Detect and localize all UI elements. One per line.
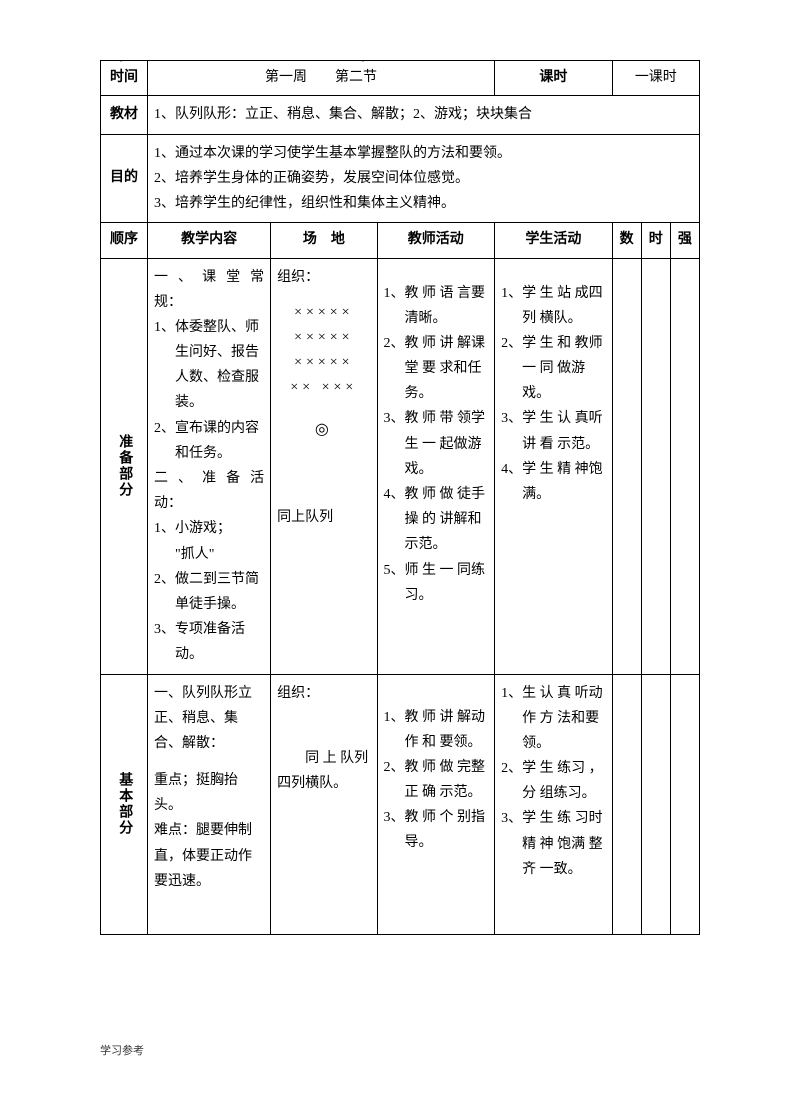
prep-field-t2: 同上队列 [277, 505, 370, 530]
basic-field-t1: 组织： [277, 681, 370, 706]
purpose-label: 目的 [101, 134, 148, 223]
basic-count [612, 674, 641, 934]
prep-field: 组织： ××××× ××××× ××××× ×× ××× ◎ 同上队列 [271, 258, 377, 674]
basic-c2: 重点；挺胸抬头。 [154, 768, 264, 818]
keshi-value: 一课时 [612, 61, 699, 96]
header-count: 数 [612, 223, 641, 258]
row-time: 时间 第一周 第二节 课时 一课时 [101, 61, 700, 96]
basic-field: 组织： 同 上 队列四列横队。 [271, 674, 377, 934]
prep-c5: 1、小游戏； [154, 516, 264, 541]
basic-s2: 2、学 生 练习 ，分 组练习。 [501, 756, 606, 806]
prep-student: 1、学 生 站 成四 列 横队。 2、学 生 和 教师 一 同 做游戏。 3、学… [495, 258, 613, 674]
prep-field-x2: ××××× [277, 325, 370, 350]
prep-c1: 一 、 课 堂 常规： [154, 265, 264, 315]
time-value: 第一周 第二节 [148, 61, 495, 96]
basic-c3: 难点：腿要伸制直，体要正动作要迅速。 [154, 818, 264, 894]
header-dots: .. [120, 55, 690, 64]
prep-count [612, 258, 641, 674]
prep-s4: 4、学 生 精 神饱满。 [501, 457, 606, 507]
purpose-line2: 2、培养学生身体的正确姿势，发展空间体位感觉。 [154, 166, 693, 191]
prep-c3: 2、宣布课的内容和任务。 [154, 416, 264, 466]
basic-c1: 一、队列队形立正、稍息、集合、解散： [154, 681, 264, 757]
time-label: 时间 [101, 61, 148, 96]
purpose-line3: 3、培养学生的纪律性，组织性和集体主义精神。 [154, 191, 693, 216]
purpose-value: 1、通过本次课的学习使学生基本掌握整队的方法和要领。 2、培养学生身体的正确姿势… [148, 134, 700, 223]
row-purpose: 目的 1、通过本次课的学习使学生基本掌握整队的方法和要领。 2、培养学生身体的正… [101, 134, 700, 223]
prep-field-t1: 组织： [277, 265, 370, 290]
prep-teacher: 1、教 师 语 言要清晰。 2、教 师 讲 解课 堂 要 求和任务。 3、教 师… [377, 258, 495, 674]
prep-content: 一 、 课 堂 常规： 1、体委整队、师生问好、报告人数、检查服装。 2、宣布课… [148, 258, 271, 674]
prep-c7: 2、做二到三节简单徒手操。 [154, 567, 264, 617]
lesson-plan-table: 时间 第一周 第二节 课时 一课时 教材 1、队列队形：立正、稍息、集合、解散；… [100, 60, 700, 935]
header-field: 场 地 [271, 223, 377, 258]
header-content: 教学内容 [148, 223, 271, 258]
prep-t1: 1、教 师 语 言要清晰。 [384, 281, 489, 331]
prep-t2: 2、教 师 讲 解课 堂 要 求和任务。 [384, 331, 489, 407]
basic-s1: 1、生 认 真 听动 作 方 法和要领。 [501, 681, 606, 757]
prep-field-x3: ××××× [277, 350, 370, 375]
prep-field-x4: ×× ××× [277, 375, 370, 400]
header-student: 学生活动 [495, 223, 613, 258]
row-headers: 顺序 教学内容 场 地 教师活动 学生活动 数 时 强 [101, 223, 700, 258]
basic-t2: 2、教 师 做 完整 正 确 示范。 [384, 755, 489, 805]
prep-label: 准备部分 [101, 258, 148, 674]
prep-t5: 5、师 生 一 同练习。 [384, 558, 489, 608]
prep-c4: 二 、 准 备 活动： [154, 466, 264, 516]
prep-time [641, 258, 670, 674]
prep-s2: 2、学 生 和 教师 一 同 做游戏。 [501, 331, 606, 407]
row-prep: 准备部分 一 、 课 堂 常规： 1、体委整队、师生问好、报告人数、检查服装。 … [101, 258, 700, 674]
purpose-line1: 1、通过本次课的学习使学生基本掌握整队的方法和要领。 [154, 141, 693, 166]
header-order: 顺序 [101, 223, 148, 258]
basic-intensity [670, 674, 699, 934]
basic-label: 基本部分 [101, 674, 148, 934]
basic-t3: 3、教 师 个 别指导。 [384, 805, 489, 855]
prep-c6: "抓人" [154, 542, 264, 567]
keshi-label: 课时 [495, 61, 613, 96]
row-material: 教材 1、队列队形：立正、稍息、集合、解散；2、游戏；块块集合 [101, 96, 700, 134]
basic-content: 一、队列队形立正、稍息、集合、解散： 重点；挺胸抬头。 难点：腿要伸制直，体要正… [148, 674, 271, 934]
prep-field-sym: ◎ [277, 416, 370, 445]
header-intensity: 强 [670, 223, 699, 258]
basic-s3: 3、学 生 练 习时 精 神 饱满 整 齐 一致。 [501, 806, 606, 882]
basic-field-t2: 同 上 队列四列横队。 [277, 746, 370, 796]
prep-intensity [670, 258, 699, 674]
footer-text: 学习参考 [100, 1042, 144, 1058]
basic-student: 1、生 认 真 听动 作 方 法和要领。 2、学 生 练习 ，分 组练习。 3、… [495, 674, 613, 934]
header-teacher: 教师活动 [377, 223, 495, 258]
row-basic: 基本部分 一、队列队形立正、稍息、集合、解散： 重点；挺胸抬头。 难点：腿要伸制… [101, 674, 700, 934]
basic-t1: 1、教 师 讲 解动 作 和 要领。 [384, 705, 489, 755]
basic-teacher: 1、教 师 讲 解动 作 和 要领。 2、教 师 做 完整 正 确 示范。 3、… [377, 674, 495, 934]
prep-field-x1: ××××× [277, 300, 370, 325]
material-label: 教材 [101, 96, 148, 134]
material-value: 1、队列队形：立正、稍息、集合、解散；2、游戏；块块集合 [148, 96, 700, 134]
prep-s1: 1、学 生 站 成四 列 横队。 [501, 281, 606, 331]
prep-t4: 4、教 师 做 徒手 操 的 讲解和示范。 [384, 482, 489, 558]
prep-t3: 3、教 师 带 领学 生 一 起做游戏。 [384, 406, 489, 482]
prep-s3: 3、学 生 认 真听 讲 看 示范。 [501, 406, 606, 456]
basic-time [641, 674, 670, 934]
header-time: 时 [641, 223, 670, 258]
prep-c2: 1、体委整队、师生问好、报告人数、检查服装。 [154, 315, 264, 416]
prep-c8: 3、专项准备活动。 [154, 617, 264, 667]
